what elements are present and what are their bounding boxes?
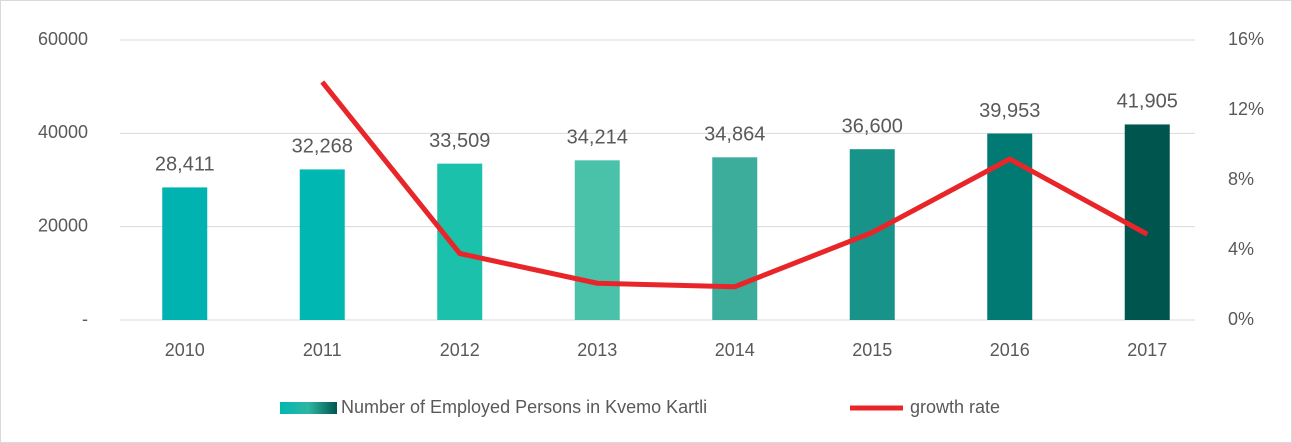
data-label: 41,905 — [1117, 91, 1178, 113]
bar — [437, 163, 483, 320]
data-label: 33,509 — [429, 130, 490, 152]
x-tick-label: 2017 — [1127, 340, 1167, 360]
bar — [712, 157, 758, 320]
data-label: 36,600 — [842, 115, 903, 137]
y2-tick-label: 4% — [1228, 239, 1254, 259]
data-label: 34,864 — [704, 124, 765, 146]
x-tick-label: 2016 — [990, 340, 1030, 360]
y-tick-label: 20000 — [38, 215, 88, 235]
data-label: 32,268 — [292, 136, 353, 158]
bar — [574, 160, 620, 320]
x-tick-label: 2013 — [577, 340, 617, 360]
y-tick-label: 60000 — [38, 29, 88, 49]
y2-tick-label: 8% — [1228, 169, 1254, 189]
y2-tick-label: 16% — [1228, 29, 1264, 49]
y2-tick-label: 0% — [1228, 309, 1254, 329]
x-tick-label: 2010 — [165, 340, 205, 360]
bar — [1124, 124, 1170, 321]
bar — [162, 187, 208, 320]
x-tick-label: 2011 — [303, 340, 342, 360]
y-tick-label: - — [82, 309, 88, 329]
bar — [299, 169, 345, 320]
legend-label: Number of Employed Persons in Kvemo Kart… — [341, 397, 707, 417]
y-tick-label: 40000 — [38, 122, 88, 142]
data-label: 39,953 — [979, 100, 1040, 122]
x-tick-label: 2015 — [852, 340, 892, 360]
line — [320, 80, 1149, 290]
x-tick-label: 2014 — [715, 340, 755, 360]
legend-swatch — [280, 402, 337, 414]
x-tick-label: 2012 — [440, 340, 480, 360]
data-label: 28,411 — [155, 154, 215, 176]
y2-tick-label: 12% — [1228, 99, 1264, 119]
data-label: 34,214 — [567, 127, 628, 149]
legend-label: growth rate — [910, 397, 1000, 417]
